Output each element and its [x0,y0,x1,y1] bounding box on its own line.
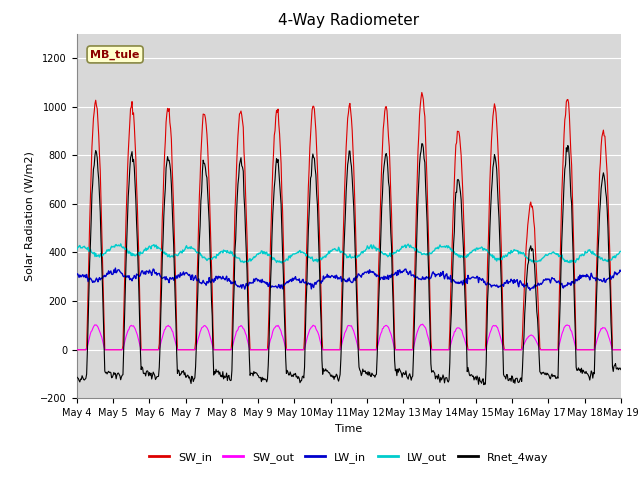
Y-axis label: Solar Radiation (W/m2): Solar Radiation (W/m2) [25,151,35,281]
X-axis label: Time: Time [335,424,362,433]
Text: MB_tule: MB_tule [90,49,140,60]
Legend: SW_in, SW_out, LW_in, LW_out, Rnet_4way: SW_in, SW_out, LW_in, LW_out, Rnet_4way [145,448,552,468]
Title: 4-Way Radiometer: 4-Way Radiometer [278,13,419,28]
